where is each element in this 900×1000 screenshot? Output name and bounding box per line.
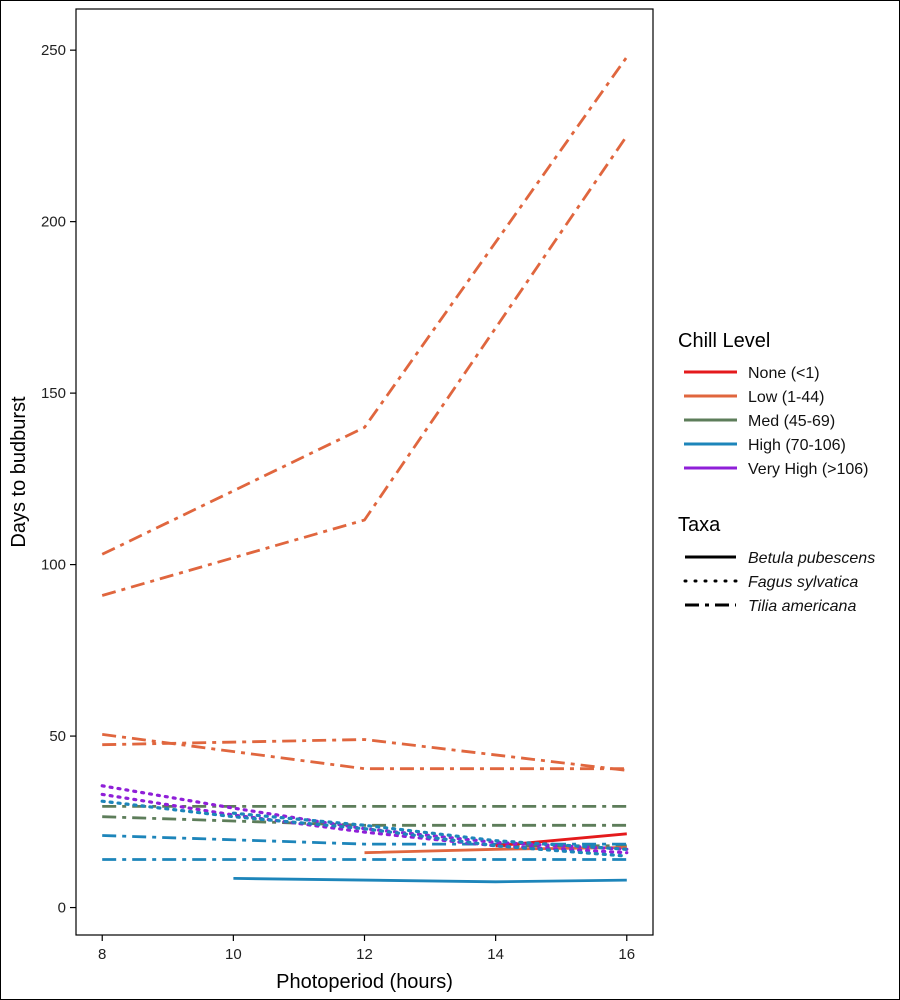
y-tick-label-50: 50 (49, 728, 66, 745)
taxa-legend-label-betula: Betula pubescens (748, 550, 875, 567)
chill-legend-label-low: Low (1-44) (748, 389, 824, 406)
taxa-legend-label-tilia: Tilia americana (748, 598, 856, 615)
x-axis-title: Photoperiod (hours) (276, 971, 453, 993)
y-tick-label-100: 100 (41, 557, 66, 574)
chill-legend-label-none: None (<1) (748, 365, 820, 382)
y-axis-title: Days to budburst (8, 396, 30, 548)
x-tick-label-12: 12 (356, 946, 373, 963)
y-tick-label-200: 200 (41, 214, 66, 231)
plot-panel (76, 9, 653, 935)
y-tick-label-0: 0 (58, 900, 66, 917)
x-tick-label-8: 8 (98, 946, 106, 963)
y-tick-label-250: 250 (41, 42, 66, 59)
chill-legend-title: Chill Level (678, 330, 770, 352)
x-tick-label-16: 16 (618, 946, 635, 963)
taxa-legend-label-fagus: Fagus sylvatica (748, 574, 858, 591)
chill-legend-label-med: Med (45-69) (748, 413, 835, 430)
x-tick-label-10: 10 (225, 946, 242, 963)
x-tick-label-14: 14 (487, 946, 504, 963)
chill-legend-label-veryhigh: Very High (>106) (748, 461, 869, 478)
chill-legend-label-high: High (70-106) (748, 437, 846, 454)
taxa-legend-title: Taxa (678, 514, 721, 536)
y-tick-label-150: 150 (41, 385, 66, 402)
